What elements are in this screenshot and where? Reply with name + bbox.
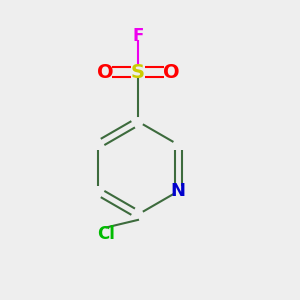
Text: O: O [97,62,113,82]
Text: O: O [163,62,179,82]
Text: N: N [171,182,186,200]
Text: F: F [132,27,144,45]
Text: Cl: Cl [98,225,116,243]
Text: S: S [131,62,145,82]
